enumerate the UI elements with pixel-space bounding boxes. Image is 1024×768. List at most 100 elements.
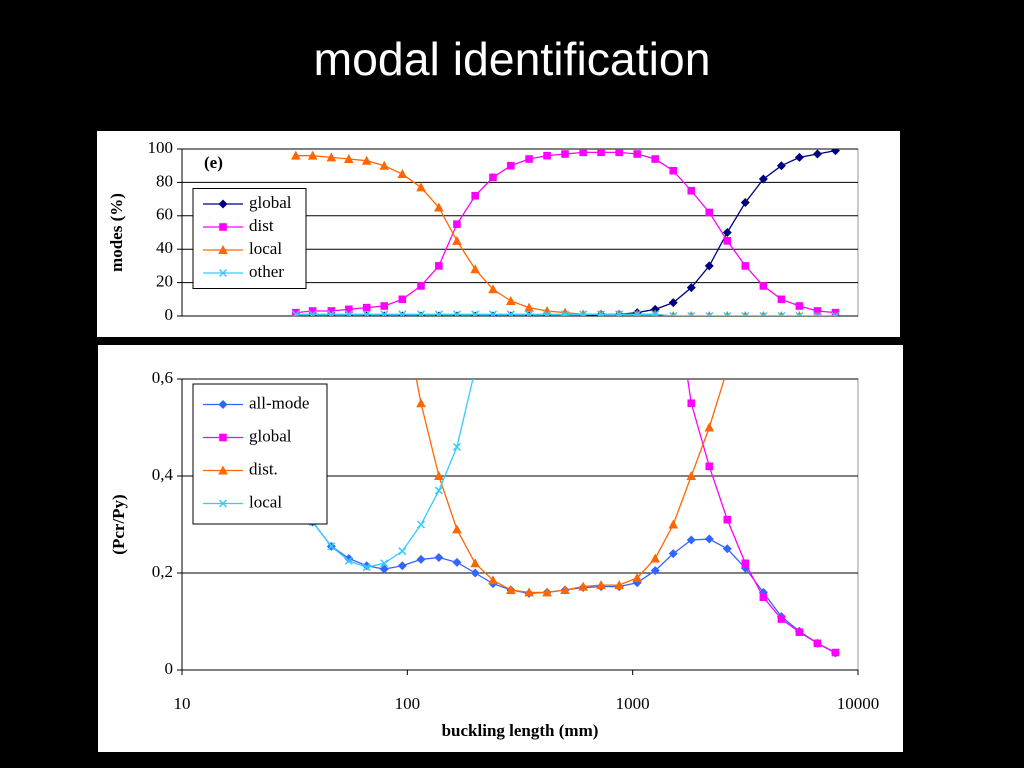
marker — [759, 593, 768, 602]
marker — [506, 295, 516, 305]
marker — [417, 282, 425, 290]
marker — [560, 584, 570, 594]
y-tick-label: 0,2 — [152, 562, 173, 581]
legend-label: global — [249, 193, 292, 212]
y-tick-label: 60 — [156, 205, 173, 224]
marker — [813, 311, 822, 316]
marker — [668, 519, 679, 529]
marker — [704, 261, 714, 271]
marker — [398, 310, 407, 316]
marker — [380, 559, 389, 568]
marker — [669, 311, 678, 316]
marker — [362, 310, 371, 316]
marker — [813, 639, 822, 648]
marker — [687, 399, 696, 408]
legend-marker — [218, 199, 228, 209]
marker — [434, 471, 444, 480]
marker — [506, 310, 515, 316]
marker — [344, 556, 353, 565]
marker — [723, 237, 732, 245]
marker — [777, 311, 786, 316]
marker — [722, 544, 732, 554]
marker — [723, 515, 732, 524]
marker — [687, 186, 696, 195]
x-tick-label: 10 — [174, 694, 191, 713]
marker — [542, 587, 552, 597]
marker — [741, 262, 750, 270]
marker — [292, 308, 300, 316]
marker — [795, 302, 804, 310]
marker — [397, 169, 408, 179]
marker — [651, 310, 660, 316]
marker — [560, 310, 570, 316]
marker — [705, 311, 714, 316]
marker — [308, 307, 317, 315]
marker — [795, 311, 804, 316]
marker — [291, 310, 300, 316]
marker — [705, 208, 714, 217]
marker — [361, 155, 372, 165]
marker — [524, 587, 534, 597]
marker — [379, 160, 390, 170]
marker — [488, 284, 498, 294]
marker — [614, 580, 624, 590]
marker — [327, 307, 336, 315]
marker — [795, 628, 804, 636]
marker — [416, 398, 426, 408]
marker — [632, 572, 642, 582]
marker — [398, 547, 407, 556]
marker — [398, 295, 407, 304]
marker — [704, 534, 714, 544]
marker — [525, 310, 534, 316]
marker — [633, 150, 641, 158]
marker — [615, 149, 623, 157]
series-line — [312, 379, 474, 568]
marker — [362, 563, 371, 572]
y-tick-label: 0 — [165, 305, 174, 324]
marker — [543, 151, 551, 160]
marker — [579, 149, 587, 157]
marker — [831, 311, 840, 316]
marker — [506, 584, 516, 594]
marker — [327, 310, 336, 316]
marker — [722, 228, 732, 237]
marker — [650, 553, 661, 563]
x-tick-label: 10000 — [837, 694, 880, 713]
marker — [416, 520, 426, 529]
y-tick-label: 20 — [156, 272, 173, 291]
marker — [687, 311, 696, 316]
marker — [416, 554, 426, 564]
marker — [416, 310, 426, 316]
marker — [489, 173, 497, 182]
x-tick-label: 1000 — [616, 694, 650, 713]
marker — [615, 310, 624, 316]
marker — [723, 311, 732, 316]
marker — [777, 295, 786, 304]
y-tick-label: 40 — [156, 238, 173, 257]
y-tick-label: 0,4 — [152, 465, 174, 484]
marker — [344, 553, 354, 563]
legend-marker — [218, 465, 228, 475]
marker — [452, 557, 462, 567]
marker — [488, 575, 498, 585]
legend-marker — [218, 499, 228, 508]
marker — [597, 310, 606, 316]
marker — [813, 307, 822, 315]
y-tick-label: 0 — [165, 659, 174, 678]
plot-series — [308, 379, 840, 658]
marker — [308, 310, 317, 316]
legend-label: local — [249, 492, 282, 511]
marker — [452, 235, 462, 245]
marker — [470, 558, 480, 568]
marker — [379, 564, 389, 574]
legend-marker — [219, 223, 227, 231]
legend-marker — [218, 268, 228, 278]
marker — [345, 305, 353, 314]
marker — [380, 302, 389, 310]
marker — [434, 486, 443, 495]
marker — [740, 197, 750, 207]
marker — [380, 310, 389, 316]
marker — [579, 310, 588, 316]
marker — [759, 311, 768, 316]
